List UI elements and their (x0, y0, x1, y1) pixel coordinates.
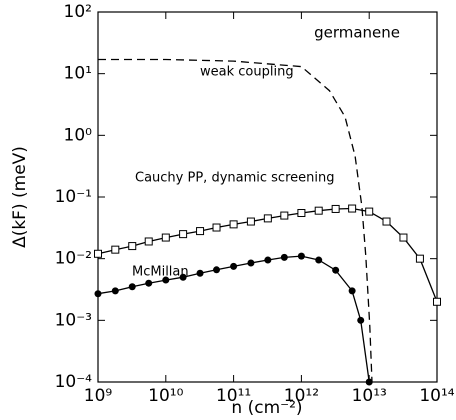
series-label: weak coupling (200, 65, 294, 80)
x-tick-label: 10¹³ (352, 386, 387, 406)
marker (179, 230, 188, 239)
marker (144, 237, 153, 246)
marker (229, 220, 238, 229)
marker (94, 290, 102, 298)
marker (230, 262, 238, 270)
marker (145, 279, 153, 287)
marker (331, 204, 340, 213)
marker (332, 266, 340, 274)
marker (196, 269, 204, 277)
y-axis-label: Δ(kF) (meV) (10, 146, 30, 248)
marker (111, 287, 119, 295)
y-tick-label: 10⁻¹ (55, 187, 92, 207)
marker (280, 211, 289, 220)
marker (247, 259, 255, 267)
marker (365, 378, 373, 386)
marker (196, 227, 205, 236)
marker (314, 206, 323, 215)
x-tick-label: 10¹⁰ (148, 386, 183, 406)
y-tick-label: 10⁰ (64, 125, 93, 145)
marker (128, 242, 137, 251)
marker (162, 276, 170, 284)
marker (315, 256, 323, 264)
annotation: germanene (314, 24, 400, 42)
marker (382, 217, 391, 226)
x-tick-label: 10¹² (284, 386, 319, 406)
marker (348, 287, 356, 295)
marker (161, 233, 170, 242)
marker (357, 316, 365, 324)
marker (348, 204, 357, 213)
marker (128, 283, 136, 291)
y-tick-label: 10⁻⁴ (55, 372, 93, 392)
marker (246, 217, 255, 226)
marker (433, 297, 441, 306)
marker (415, 254, 424, 263)
series-label: Cauchy PP, dynamic screening (135, 171, 334, 186)
marker (111, 245, 120, 254)
marker (212, 223, 221, 232)
marker (179, 273, 187, 281)
marker (399, 233, 408, 242)
marker (94, 249, 102, 258)
y-tick-label: 10⁻² (55, 249, 92, 269)
y-tick-label: 10⁻³ (55, 310, 92, 330)
marker (365, 207, 374, 216)
x-tick-label: 10¹¹ (216, 386, 251, 406)
marker (263, 214, 272, 223)
marker (297, 209, 306, 218)
x-axis-label: n (cm⁻²) (231, 398, 302, 418)
y-tick-label: 10¹ (64, 64, 92, 84)
series-line (98, 58, 373, 383)
series-label: McMillan (132, 265, 189, 280)
x-tick-label: 10¹⁴ (419, 386, 454, 406)
marker (264, 256, 272, 264)
marker (213, 266, 221, 274)
y-tick-label: 10² (64, 2, 92, 22)
marker (280, 253, 288, 261)
x-tick-label: 10⁹ (84, 386, 113, 406)
marker (297, 252, 305, 260)
